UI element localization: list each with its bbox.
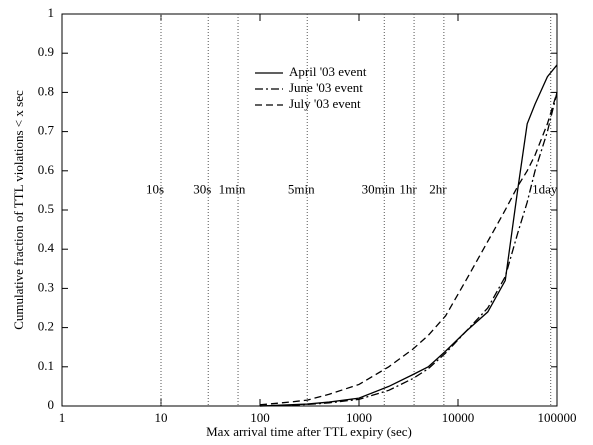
reference-label: 10s bbox=[146, 181, 164, 196]
reference-label: 2hr bbox=[429, 181, 447, 196]
x-tick-label: 1 bbox=[59, 410, 66, 425]
x-tick-label: 10000 bbox=[442, 410, 475, 425]
series-line bbox=[259, 92, 558, 407]
x-tick-label: 100000 bbox=[538, 410, 577, 425]
reference-label: 30min bbox=[362, 181, 396, 196]
y-axis-label: Cumulative fraction of TTL violations < … bbox=[11, 90, 26, 330]
x-tick-label: 100 bbox=[250, 410, 270, 425]
y-tick-label: 0.6 bbox=[38, 162, 55, 177]
y-tick-label: 0.2 bbox=[38, 319, 54, 334]
legend-label: April '03 event bbox=[289, 64, 367, 79]
reference-label: 30s bbox=[193, 181, 211, 196]
series-line bbox=[259, 64, 558, 407]
reference-label: 5min bbox=[288, 181, 315, 196]
y-tick-label: 0.4 bbox=[38, 240, 55, 255]
y-tick-label: 0.8 bbox=[38, 83, 54, 98]
reference-label: 1hr bbox=[399, 181, 417, 196]
y-tick-label: 0.9 bbox=[38, 44, 54, 59]
x-tick-label: 10 bbox=[155, 410, 168, 425]
series-line bbox=[259, 92, 558, 406]
legend-label: July '03 event bbox=[289, 96, 361, 111]
reference-label: 1min bbox=[219, 181, 246, 196]
x-tick-label: 1000 bbox=[346, 410, 372, 425]
y-tick-label: 0 bbox=[48, 397, 55, 412]
y-tick-label: 0.7 bbox=[38, 123, 55, 138]
x-axis-label: Max arrival time after TTL expiry (sec) bbox=[206, 424, 412, 439]
reference-label: 1day bbox=[532, 181, 558, 196]
y-tick-label: 1 bbox=[48, 5, 55, 20]
y-tick-label: 0.1 bbox=[38, 358, 54, 373]
legend-label: June '03 event bbox=[289, 80, 363, 95]
y-tick-label: 0.3 bbox=[38, 279, 54, 294]
y-tick-label: 0.5 bbox=[38, 201, 54, 216]
